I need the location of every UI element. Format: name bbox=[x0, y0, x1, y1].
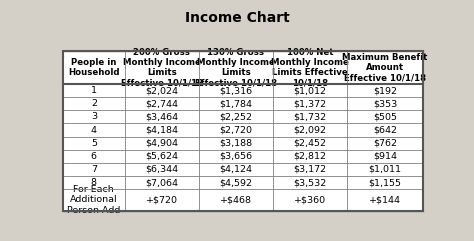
Bar bbox=[63, 189, 423, 211]
Text: Income Chart: Income Chart bbox=[185, 11, 289, 25]
Text: $914: $914 bbox=[373, 152, 397, 161]
Text: 130% Gross
Monthly Income
Limits
Effective 10/1/18: 130% Gross Monthly Income Limits Effecti… bbox=[195, 48, 277, 87]
Text: 5: 5 bbox=[91, 139, 97, 148]
Text: $7,064: $7,064 bbox=[145, 178, 178, 187]
Text: 100% Net
Monthly Income
Limits Effective
10/1/18: 100% Net Monthly Income Limits Effective… bbox=[271, 48, 349, 87]
Text: +$468: +$468 bbox=[220, 195, 252, 204]
Text: $2,720: $2,720 bbox=[219, 126, 252, 134]
Bar bbox=[199, 51, 273, 84]
Text: $4,184: $4,184 bbox=[145, 126, 178, 134]
Text: $353: $353 bbox=[373, 99, 397, 108]
Bar bbox=[63, 150, 423, 163]
Text: $5,624: $5,624 bbox=[145, 152, 178, 161]
Text: +$720: +$720 bbox=[146, 195, 178, 204]
Text: 6: 6 bbox=[91, 152, 97, 161]
Text: $1,316: $1,316 bbox=[219, 86, 253, 95]
Bar bbox=[63, 51, 423, 211]
Bar bbox=[63, 97, 423, 110]
Text: 3: 3 bbox=[91, 112, 97, 121]
Text: $505: $505 bbox=[373, 112, 397, 121]
Text: $3,188: $3,188 bbox=[219, 139, 253, 148]
Text: $2,812: $2,812 bbox=[293, 152, 327, 161]
Bar bbox=[347, 51, 423, 84]
Text: $4,904: $4,904 bbox=[145, 139, 178, 148]
Text: $2,252: $2,252 bbox=[219, 112, 252, 121]
Bar bbox=[63, 176, 423, 189]
Bar bbox=[125, 51, 199, 84]
Text: $1,012: $1,012 bbox=[293, 86, 327, 95]
Bar bbox=[63, 51, 125, 84]
Text: 7: 7 bbox=[91, 165, 97, 174]
Text: $1,732: $1,732 bbox=[293, 112, 327, 121]
Text: $3,464: $3,464 bbox=[145, 112, 178, 121]
Text: People in
Household: People in Household bbox=[68, 58, 119, 77]
Text: 2: 2 bbox=[91, 99, 97, 108]
Bar bbox=[63, 84, 423, 97]
Text: $3,656: $3,656 bbox=[219, 152, 253, 161]
Text: Maximum Benefit
Amount
Effective 10/1/18: Maximum Benefit Amount Effective 10/1/18 bbox=[342, 53, 428, 82]
Text: $762: $762 bbox=[373, 139, 397, 148]
Text: $2,092: $2,092 bbox=[293, 126, 327, 134]
Text: $4,124: $4,124 bbox=[219, 165, 252, 174]
Bar bbox=[63, 163, 423, 176]
Text: $1,784: $1,784 bbox=[219, 99, 252, 108]
Bar bbox=[273, 51, 347, 84]
Text: $2,452: $2,452 bbox=[293, 139, 327, 148]
Text: 8: 8 bbox=[91, 178, 97, 187]
Bar bbox=[63, 110, 423, 123]
Text: $4,592: $4,592 bbox=[219, 178, 252, 187]
Text: $642: $642 bbox=[373, 126, 397, 134]
Text: $2,744: $2,744 bbox=[145, 99, 178, 108]
Bar bbox=[63, 51, 423, 211]
Bar bbox=[63, 137, 423, 150]
Text: $192: $192 bbox=[373, 86, 397, 95]
Text: 200% Gross
Monthly Income
Limits
Effective 10/1/18: 200% Gross Monthly Income Limits Effecti… bbox=[121, 48, 203, 87]
Text: +$360: +$360 bbox=[294, 195, 326, 204]
Text: For Each
Additional
Person Add: For Each Additional Person Add bbox=[67, 185, 120, 214]
Text: $6,344: $6,344 bbox=[145, 165, 178, 174]
Text: +$144: +$144 bbox=[369, 195, 401, 204]
Text: $2,024: $2,024 bbox=[145, 86, 178, 95]
Text: $1,011: $1,011 bbox=[368, 165, 401, 174]
Text: 1: 1 bbox=[91, 86, 97, 95]
Text: $1,155: $1,155 bbox=[368, 178, 401, 187]
Text: $3,532: $3,532 bbox=[293, 178, 327, 187]
Bar bbox=[63, 123, 423, 137]
Text: $3,172: $3,172 bbox=[293, 165, 327, 174]
Text: 4: 4 bbox=[91, 126, 97, 134]
Text: $1,372: $1,372 bbox=[293, 99, 327, 108]
